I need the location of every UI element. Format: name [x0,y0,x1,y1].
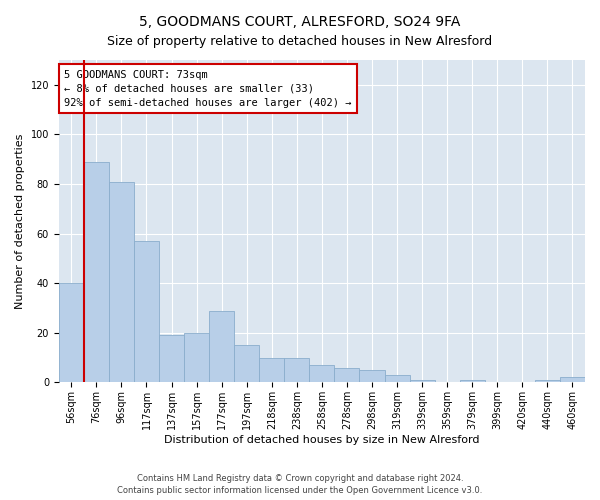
Bar [159,336,184,382]
Bar [209,310,234,382]
Bar [259,358,284,382]
Bar [84,162,109,382]
Text: 5 GOODMANS COURT: 73sqm
← 8% of detached houses are smaller (33)
92% of semi-det: 5 GOODMANS COURT: 73sqm ← 8% of detached… [64,70,352,108]
Bar [234,345,259,383]
Bar [385,375,410,382]
Text: Size of property relative to detached houses in New Alresford: Size of property relative to detached ho… [107,35,493,48]
Bar [284,358,310,382]
Bar [560,378,585,382]
Bar [535,380,560,382]
Bar [59,283,84,382]
Bar [134,241,159,382]
Bar [109,182,134,382]
Bar [410,380,434,382]
Bar [359,370,385,382]
Bar [460,380,485,382]
Text: 5, GOODMANS COURT, ALRESFORD, SO24 9FA: 5, GOODMANS COURT, ALRESFORD, SO24 9FA [139,15,461,29]
Bar [184,333,209,382]
Bar [334,368,359,382]
Text: Contains HM Land Registry data © Crown copyright and database right 2024.
Contai: Contains HM Land Registry data © Crown c… [118,474,482,495]
Bar [310,365,334,382]
X-axis label: Distribution of detached houses by size in New Alresford: Distribution of detached houses by size … [164,435,479,445]
Y-axis label: Number of detached properties: Number of detached properties [15,134,25,309]
